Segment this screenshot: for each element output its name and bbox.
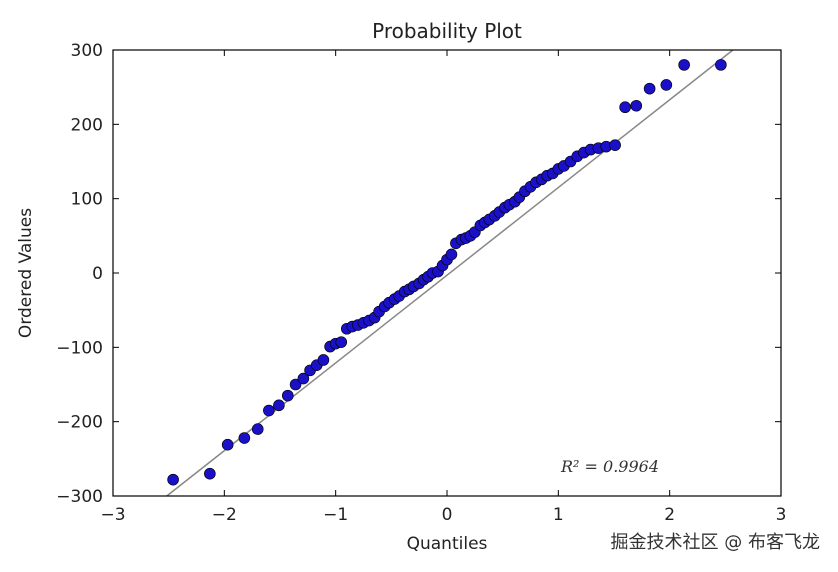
y-tick-label: −200: [56, 413, 103, 433]
data-points-layer: [167, 59, 727, 486]
x-tick-label: 1: [553, 505, 564, 525]
fit-line-layer: [166, 49, 734, 497]
data-point: [167, 473, 179, 486]
data-point: [660, 79, 673, 91]
data-point: [251, 423, 264, 435]
y-tick-label: 300: [71, 41, 103, 61]
data-point: [630, 99, 643, 112]
x-tick-label: −2: [212, 505, 237, 525]
x-tick-label: 0: [442, 505, 453, 525]
data-point: [317, 354, 330, 366]
watermark-text: 掘金技术社区 @ 布客飞龙: [611, 532, 820, 553]
x-tick-label: −3: [100, 505, 125, 525]
x-axis-label: Quantiles: [407, 534, 488, 554]
chart-title: Probability Plot: [372, 19, 522, 43]
data-point: [445, 248, 458, 261]
x-tick-label: 3: [776, 505, 787, 525]
data-point: [335, 336, 348, 348]
y-axis-label: Ordered Values: [16, 208, 36, 338]
data-point: [221, 438, 234, 451]
x-tick-label: 2: [664, 505, 675, 525]
data-point: [678, 59, 690, 71]
data-point: [609, 139, 621, 151]
data-point: [715, 59, 727, 71]
y-tick-label: −300: [56, 487, 103, 507]
r-squared-annotation: R² = 0.9964: [560, 457, 659, 476]
tick-layer: −3 −2 −1 0 1 2 3 −300 −200 −100 0 100 200 300: [56, 41, 786, 525]
y-tick-label: 100: [71, 190, 103, 210]
data-point: [238, 432, 251, 444]
y-tick-label: −100: [56, 338, 103, 358]
data-point: [281, 389, 294, 402]
y-tick-label: 0: [92, 264, 103, 284]
fit-line: [166, 49, 734, 497]
x-tick-label: −1: [323, 505, 348, 525]
plot-area-frame: [112, 49, 782, 497]
data-point: [263, 404, 275, 417]
y-tick-label: 200: [71, 115, 103, 135]
data-point: [289, 378, 302, 391]
data-point: [297, 372, 310, 385]
data-point: [204, 467, 216, 480]
data-point: [273, 399, 285, 412]
data-point: [619, 101, 631, 114]
data-point: [643, 82, 656, 95]
